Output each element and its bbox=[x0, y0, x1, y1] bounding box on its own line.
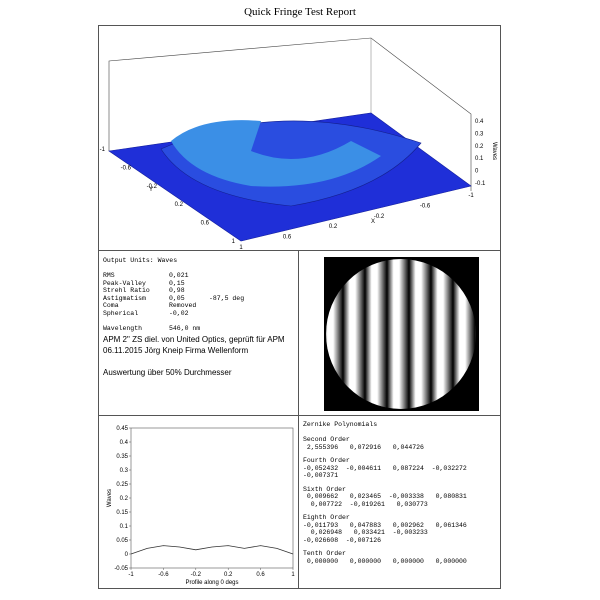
x-tick-label: -1 bbox=[468, 193, 474, 199]
x-tick-label: 0.6 bbox=[256, 572, 265, 578]
zernike: Zernike Polynomials Second Order 2,555396… bbox=[303, 421, 496, 571]
report-title: Quick Fringe Test Report bbox=[244, 6, 356, 18]
coeff-line: -0,026608 -0,007126 bbox=[303, 536, 382, 544]
coeff-line: -0,007371 bbox=[303, 472, 339, 479]
stats-cell: Wavelength bbox=[103, 324, 143, 332]
stats-cell: Astigmatism bbox=[103, 294, 146, 302]
stats-row: Peak-Valley 0,15 bbox=[103, 280, 294, 288]
fringe-image bbox=[324, 257, 479, 411]
section-name: Tenth Order bbox=[303, 550, 346, 557]
z-tick-label: 0 bbox=[475, 169, 479, 175]
y-tick-label: 0.2 bbox=[120, 496, 129, 502]
stats-cell: Strehl Ratio bbox=[103, 287, 150, 294]
axis-label: Y bbox=[149, 187, 153, 193]
stats-cell: 546,0 nm bbox=[169, 324, 201, 332]
profile-line bbox=[130, 545, 294, 555]
y-tick-label: 0.6 bbox=[201, 221, 210, 227]
stats-panel: Output Units: Waves RMS 0,021 Peak-Valley 0,… bbox=[98, 250, 299, 416]
zernike-panel: Zernike Polynomials Second Order 2,555396… bbox=[298, 415, 501, 589]
zernike-title: Zernike Polynomials bbox=[303, 421, 378, 428]
stats-row: Astigmatism 0,05 -87,5 deg bbox=[103, 295, 294, 303]
coeff-line: 2,555396 0,072916 0,044726 bbox=[303, 443, 424, 451]
coeff-line: 0,009662 0,023465 -0,003338 0,080831 bbox=[303, 493, 467, 500]
y-tick-label: 0.3 bbox=[120, 468, 129, 474]
stats-row: RMS 0,021 bbox=[103, 272, 294, 280]
y-tick-label: 1 bbox=[232, 239, 236, 245]
section-name: Eighth Order bbox=[303, 514, 350, 521]
note-line: APM 2" ZS diel. von United Optics, geprü… bbox=[103, 335, 285, 344]
coeff-line: 0,007722 -0,019261 0,030773 bbox=[303, 500, 428, 508]
x-tick-label: 1 bbox=[239, 245, 243, 250]
x-tick-label: -0.6 bbox=[420, 203, 431, 209]
note-line: Auswertung über 50% Durchmesser bbox=[103, 368, 232, 377]
stats-row: Wavelength 546,0 nm bbox=[103, 325, 294, 333]
y-tick-label: 0.45 bbox=[116, 426, 128, 432]
z-tick-label: 0.3 bbox=[475, 131, 484, 137]
coeff-line: -0,011793 0,047883 0,002962 0,061346 bbox=[303, 521, 467, 529]
x-tick-label: 0.6 bbox=[283, 235, 292, 241]
section-name: Fourth Order bbox=[303, 457, 350, 464]
y-tick-label: 0.2 bbox=[175, 202, 184, 208]
fringe-panel bbox=[298, 250, 501, 416]
stats-heading: Output Units: Waves bbox=[103, 257, 178, 264]
coeff-line: -0,052432 -0,004611 0,087224 -0,032272 bbox=[303, 464, 467, 472]
stats-cell: -87,5 deg bbox=[209, 294, 245, 302]
y-tick-label: 0.05 bbox=[116, 538, 128, 544]
stats-cell: 0,98 bbox=[169, 287, 185, 294]
y-tick-label: 0.35 bbox=[116, 454, 128, 460]
gap bbox=[303, 565, 496, 571]
y-tick-label: 0.4 bbox=[120, 440, 129, 446]
stats-row: Coma Removed bbox=[103, 302, 294, 310]
stats-row: Strehl Ratio 0,98 bbox=[103, 287, 294, 295]
x-tick-label: -1 bbox=[128, 572, 134, 578]
y-tick-label: -0.05 bbox=[114, 566, 128, 572]
notes: APM 2" ZS diel. von United Optics, geprü… bbox=[103, 334, 294, 378]
stats-cell: Peak-Valley bbox=[103, 279, 146, 287]
y-tick-label: 0.15 bbox=[116, 510, 128, 516]
x-tick-label: 0.2 bbox=[329, 224, 338, 230]
x-tick-label: -0.2 bbox=[374, 214, 385, 220]
z-tick-label: 0.1 bbox=[475, 156, 484, 162]
note-line: 06.11.2015 Jörg Kneip Firma Wellenform bbox=[103, 346, 249, 355]
x-tick-label: 0.2 bbox=[224, 572, 233, 578]
section-name: Second Order bbox=[303, 436, 350, 443]
section-name: Sixth Order bbox=[303, 485, 346, 493]
stats-cell: Coma bbox=[103, 302, 119, 309]
z-tick-label: 0.2 bbox=[475, 144, 484, 150]
y-tick-label: 0.25 bbox=[116, 482, 128, 488]
stats-cell: 0,05 bbox=[169, 294, 185, 302]
y-tick-label: -0.6 bbox=[121, 165, 132, 171]
z-tick-label: 0.4 bbox=[475, 119, 484, 125]
stats-cell: RMS bbox=[103, 272, 115, 279]
x-tick-label: -0.6 bbox=[158, 572, 169, 578]
profile-panel: -0.05 0 0.05 0.1 0.15 0.2 0.25 0.3 0.35 0.4 0.45 -1… bbox=[98, 415, 299, 589]
z-tick-label: -0.1 bbox=[475, 181, 486, 187]
profile-chart: -0.05 0 0.05 0.1 0.15 0.2 0.25 0.3 0.35 0.4 0.45 -1… bbox=[107, 426, 295, 586]
y-tick-label: 0.1 bbox=[120, 524, 129, 530]
stats-cell: Spherical bbox=[103, 309, 139, 317]
x-tick-label: -0.2 bbox=[191, 572, 202, 578]
surface-plot: Y X Waves -1 -0.6 -0.2 0.2 0.6 1 -1 -0.6 -0.2 0.2… bbox=[100, 37, 497, 250]
x-tick-label: 1 bbox=[291, 572, 295, 578]
x-axis-label: Profile along 0 degs bbox=[185, 580, 238, 586]
stats-cell: -0,02 bbox=[169, 309, 189, 317]
coeff-line: 0,000000 0,000000 0,000000 0,000000 bbox=[303, 557, 467, 565]
axis-label: X bbox=[371, 219, 375, 225]
axis-label: Waves bbox=[491, 142, 497, 160]
stats-row: Spherical -0,02 bbox=[103, 310, 294, 318]
y-tick-label: 0 bbox=[125, 552, 129, 558]
stats: Output Units: Waves RMS 0,021 Peak-Valley 0,… bbox=[103, 257, 294, 332]
stats-cell: Removed bbox=[169, 302, 197, 309]
y-tick-label: -0.2 bbox=[147, 184, 158, 190]
y-axis-label: Waves bbox=[107, 489, 113, 507]
y-tick-label: -1 bbox=[100, 147, 106, 153]
stats-cell: 0,15 bbox=[169, 279, 185, 287]
surface-panel: Y X Waves -1 -0.6 -0.2 0.2 0.6 1 -1 -0.6 -0.2 0.2… bbox=[98, 25, 501, 251]
coeff-line: 0,026948 0,033421 -0,003233 bbox=[303, 529, 428, 536]
stats-cell: 0,021 bbox=[169, 272, 189, 279]
fringes bbox=[326, 259, 476, 409]
surface-highlight bbox=[171, 120, 381, 187]
